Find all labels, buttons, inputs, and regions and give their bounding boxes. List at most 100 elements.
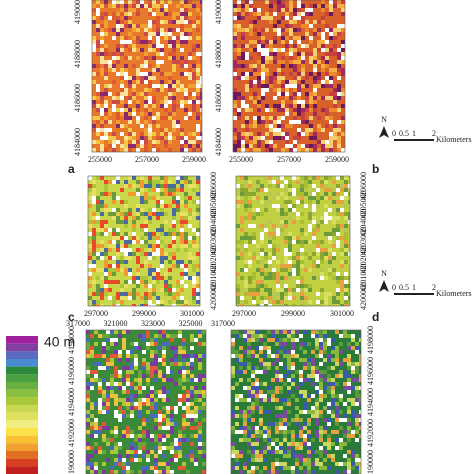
map-pixel (305, 120, 309, 124)
map-pixel (333, 48, 337, 52)
map-pixel (154, 470, 158, 474)
map-pixel (86, 346, 90, 350)
map-pixel (275, 330, 279, 334)
map-pixel (331, 350, 335, 354)
map-pixel (276, 244, 280, 248)
map-pixel (180, 280, 184, 284)
map-pixel (198, 406, 202, 410)
map-pixel (281, 104, 285, 108)
map-pixel (256, 180, 260, 184)
map-pixel (251, 470, 255, 474)
map-pixel (118, 398, 122, 402)
map-pixel (331, 390, 335, 394)
map-pixel (192, 184, 196, 188)
map-pixel (336, 276, 340, 280)
map-pixel (88, 204, 92, 208)
map-pixel (164, 256, 168, 260)
map-pixel (156, 72, 160, 76)
map-pixel (233, 4, 237, 8)
map-pixel (92, 180, 96, 184)
map-pixel (288, 284, 292, 288)
map-pixel (301, 4, 305, 8)
map-pixel (291, 434, 295, 438)
map-pixel (176, 88, 180, 92)
map-pixel (146, 382, 150, 386)
map-pixel (332, 232, 336, 236)
map-pixel (252, 216, 256, 220)
map-pixel (341, 24, 345, 28)
map-pixel (132, 92, 136, 96)
map-pixel (273, 0, 277, 4)
map-pixel (300, 208, 304, 212)
map-pixel (148, 144, 152, 148)
map-pixel (235, 370, 239, 374)
map-pixel (231, 414, 235, 418)
map-pixel (264, 176, 268, 180)
map-pixel (243, 346, 247, 350)
map-pixel (315, 422, 319, 426)
map-pixel (108, 52, 112, 56)
map-pixel (140, 204, 144, 208)
map-pixel (186, 394, 190, 398)
map-pixel (112, 304, 116, 306)
map-pixel (313, 32, 317, 36)
map-pixel (359, 386, 361, 390)
map-frame (232, 0, 346, 153)
map-pixel (132, 216, 136, 220)
map-pixel (166, 466, 170, 470)
map-pixel (98, 430, 102, 434)
map-pixel (295, 462, 299, 466)
map-pixel (196, 64, 200, 68)
map-pixel (291, 346, 295, 350)
map-pixel (172, 304, 176, 306)
map-pixel (321, 16, 325, 20)
map-pixel (344, 184, 348, 188)
map-pixel (329, 148, 333, 152)
map-pixel (100, 4, 104, 8)
map-pixel (128, 280, 132, 284)
map-pixel (237, 52, 241, 56)
map-pixel (108, 144, 112, 148)
map-pixel (252, 240, 256, 244)
map-pixel (122, 466, 126, 470)
map-pixel (154, 422, 158, 426)
map-pixel (296, 212, 300, 216)
map-pixel (311, 470, 315, 474)
map-pixel (329, 96, 333, 100)
map-pixel (148, 88, 152, 92)
map-pixel (312, 184, 316, 188)
map-pixel (90, 346, 94, 350)
map-pixel (269, 4, 273, 8)
map-pixel (146, 370, 150, 374)
map-pixel (200, 80, 202, 84)
map-pixel (120, 76, 124, 80)
map-pixel (344, 232, 348, 236)
map-pixel (168, 232, 172, 236)
map-pixel (180, 216, 184, 220)
map-pixel (312, 204, 316, 208)
map-pixel (94, 442, 98, 446)
map-pixel (293, 92, 297, 96)
map-pixel (261, 76, 265, 80)
map-pixel (190, 398, 194, 402)
map-pixel (122, 458, 126, 462)
map-pixel (312, 264, 316, 268)
map-pixel (335, 358, 339, 362)
map-pixel (247, 422, 251, 426)
map-pixel (297, 84, 301, 88)
map-pixel (325, 64, 329, 68)
map-pixel (92, 196, 96, 200)
map-pixel (269, 44, 273, 48)
map-pixel (192, 72, 196, 76)
map-pixel (231, 386, 235, 390)
map-pixel (126, 390, 130, 394)
map-pixel (293, 116, 297, 120)
map-pixel (112, 84, 116, 88)
map-pixel (251, 426, 255, 430)
map-pixel (148, 24, 152, 28)
map-pixel (108, 212, 112, 216)
map-pixel (324, 176, 328, 180)
map-pixel (192, 284, 196, 288)
map-pixel (188, 4, 192, 8)
map-pixel (303, 434, 307, 438)
